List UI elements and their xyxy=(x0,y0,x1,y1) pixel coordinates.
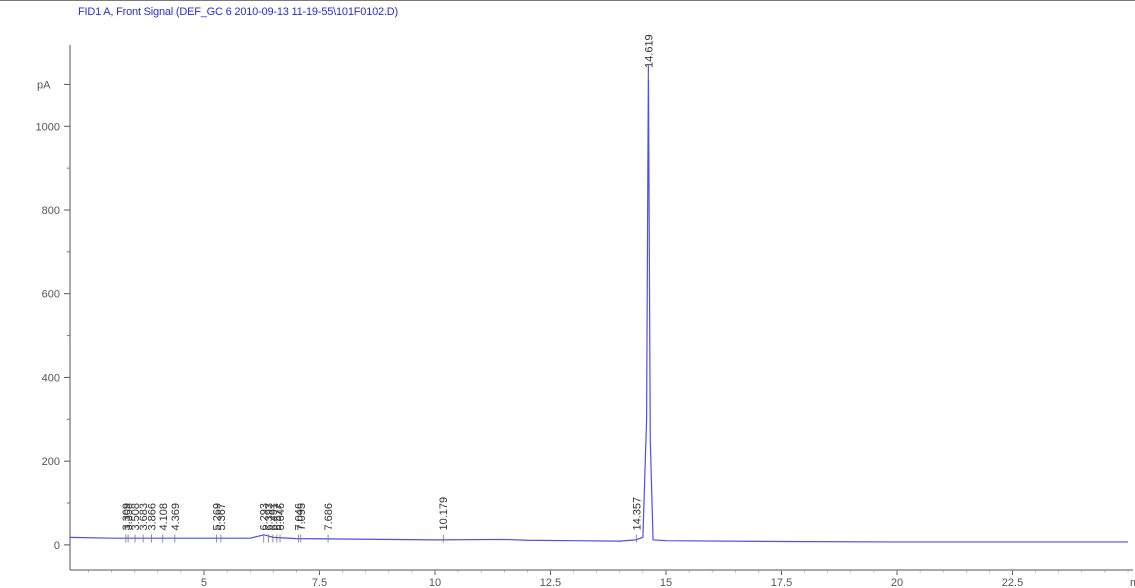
peak-label: 7.046 xyxy=(294,503,306,531)
y-tick-label: 1000 xyxy=(36,121,60,133)
peak-label: 7.095 xyxy=(296,503,308,531)
x-tick-label: 7.5 xyxy=(312,577,327,588)
peak-label: 7.686 xyxy=(323,503,335,531)
y-tick-label: 400 xyxy=(42,372,60,384)
chart-title: FID1 A, Front Signal (DEF_GC 6 2010-09-1… xyxy=(78,6,399,18)
peak-label: 6.293 xyxy=(259,503,271,531)
peak-label: 6.393 xyxy=(263,503,275,531)
peak-label: 3.866 xyxy=(147,503,159,531)
axes-group: pA 0 200 400 600 800 1000 5 7.5 10 12.5 15 17.5 20 22.… xyxy=(36,45,1135,588)
peak-label: 14.619 xyxy=(643,34,655,68)
peak-label: 14.357 xyxy=(631,497,643,531)
x-axis-label: m xyxy=(1130,577,1135,588)
peak-label: 3.683 xyxy=(138,503,150,531)
x-tick-label: 22.5 xyxy=(1002,577,1023,588)
peak-label: 3.508 xyxy=(130,503,142,531)
peak-label: 4.108 xyxy=(158,503,170,531)
peak-label: 3.309 xyxy=(121,503,133,531)
y-tick-label: 800 xyxy=(42,205,60,217)
signal-trace xyxy=(69,65,1128,543)
peak-label: 3.358 xyxy=(123,503,135,531)
y-tick-label: 200 xyxy=(42,456,60,468)
peak-label: 6.577 xyxy=(272,503,284,531)
x-tick-label: 17.5 xyxy=(771,577,792,588)
y-axis-label: pA xyxy=(37,79,51,91)
x-tick-label: 20 xyxy=(891,577,903,588)
x-tick-label: 10 xyxy=(429,577,441,588)
peak-label: 5.269 xyxy=(211,503,223,531)
y-tick-label: 600 xyxy=(42,289,60,301)
peak-label: 6.491 xyxy=(268,503,280,531)
peak-label: 4.369 xyxy=(170,503,182,531)
y-tick-label: 0 xyxy=(54,540,60,552)
window-top-border xyxy=(0,0,1135,1)
peak-label: 10.179 xyxy=(438,497,450,531)
x-tick-label: 15 xyxy=(660,577,672,588)
x-tick-label: 12.5 xyxy=(540,577,561,588)
peak-label: 6.646 xyxy=(275,503,287,531)
peak-label: 5.367 xyxy=(216,503,228,531)
x-tick-label: 5 xyxy=(201,577,207,588)
